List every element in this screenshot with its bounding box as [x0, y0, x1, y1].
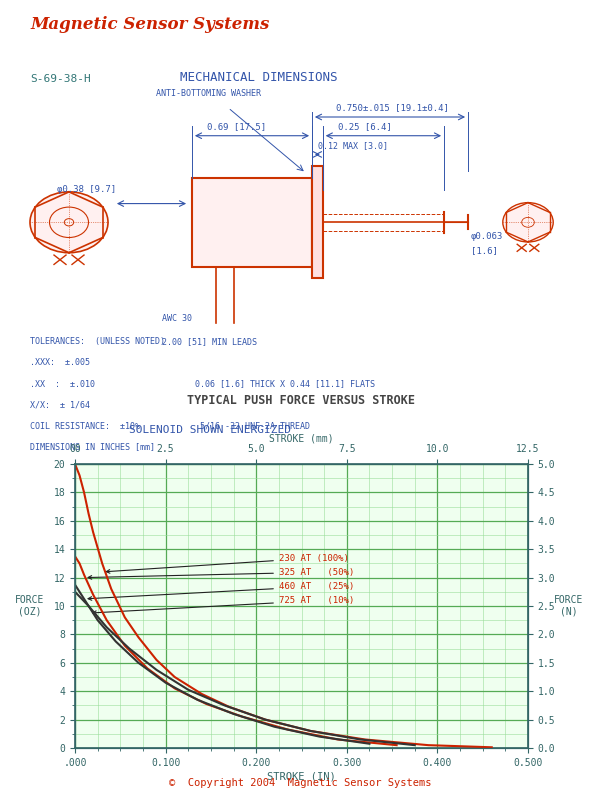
Text: 0.12 MAX [3.0]: 0.12 MAX [3.0]	[318, 141, 388, 150]
Text: 0.69 [17.5]: 0.69 [17.5]	[207, 122, 266, 131]
Text: ANTI-BOTTOMING WASHER: ANTI-BOTTOMING WASHER	[156, 90, 261, 98]
Text: 0.25 [6.4]: 0.25 [6.4]	[338, 122, 392, 131]
Text: Magnetic Sensor Systems: Magnetic Sensor Systems	[30, 16, 269, 33]
Text: MECHANICAL DIMENSIONS: MECHANICAL DIMENSIONS	[180, 71, 337, 84]
X-axis label: STROKE (IN): STROKE (IN)	[267, 772, 336, 782]
Polygon shape	[312, 166, 323, 278]
Text: SOLENOID SHOWN ENERGIZED: SOLENOID SHOWN ENERGIZED	[129, 426, 291, 435]
Text: TYPICAL PUSH FORCE VERSUS STROKE: TYPICAL PUSH FORCE VERSUS STROKE	[187, 394, 415, 407]
Circle shape	[503, 202, 553, 242]
Text: .XX  :  ±.010                    0.06 [1.6] THICK X 0.44 [11.1] FLATS: .XX : ±.010 0.06 [1.6] THICK X 0.44 [11.…	[30, 379, 375, 389]
Text: AWC 30: AWC 30	[162, 314, 192, 323]
X-axis label: STROKE (mm): STROKE (mm)	[269, 434, 334, 443]
Text: COIL RESISTANCE:  ±10%            5/16 -32 UNF-2A THREAD: COIL RESISTANCE: ±10% 5/16 -32 UNF-2A TH…	[30, 422, 310, 430]
Circle shape	[30, 192, 108, 253]
Text: 325 AT   (50%): 325 AT (50%)	[88, 568, 354, 579]
Text: X/X:  ± 1/64: X/X: ± 1/64	[30, 401, 90, 410]
Text: FORCE
(OZ): FORCE (OZ)	[16, 595, 44, 617]
Text: S-69-38-H: S-69-38-H	[30, 74, 91, 84]
Text: φ0.38 [9.7]: φ0.38 [9.7]	[57, 186, 116, 194]
Text: FORCE
(N): FORCE (N)	[554, 595, 583, 617]
Text: .XXX:  ±.005: .XXX: ±.005	[30, 358, 90, 367]
Text: 2.00 [51] MIN LEADS: 2.00 [51] MIN LEADS	[162, 338, 257, 346]
Text: 0.750±.015 [19.1±0.4]: 0.750±.015 [19.1±0.4]	[336, 103, 449, 112]
Text: ©  Copyright 2004  Magnetic Sensor Systems: © Copyright 2004 Magnetic Sensor Systems	[169, 778, 431, 787]
Text: 725 AT   (10%): 725 AT (10%)	[92, 596, 354, 614]
Text: φ0.063: φ0.063	[471, 232, 503, 241]
Polygon shape	[192, 178, 312, 266]
Text: 460 AT   (25%): 460 AT (25%)	[88, 582, 354, 600]
Text: TOLERANCES:  (UNLESS NOTED): TOLERANCES: (UNLESS NOTED)	[30, 338, 165, 346]
Text: [1.6]: [1.6]	[471, 246, 498, 255]
Text: DIMENSIONS IN INCHES [mm]: DIMENSIONS IN INCHES [mm]	[30, 442, 155, 452]
Text: 230 AT (100%): 230 AT (100%)	[106, 554, 349, 574]
